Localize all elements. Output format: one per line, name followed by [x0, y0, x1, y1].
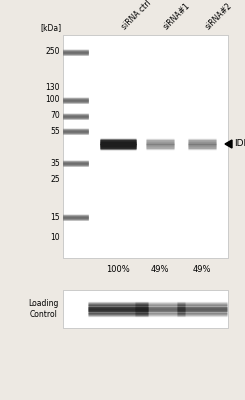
Text: 10: 10 — [50, 232, 60, 242]
Bar — [63, 35, 228, 258]
Text: siRNA#1: siRNA#1 — [162, 1, 192, 31]
Text: 49%: 49% — [193, 266, 211, 274]
Text: 100%: 100% — [106, 266, 130, 274]
Text: 250: 250 — [46, 48, 60, 56]
Text: siRNA ctrl: siRNA ctrl — [120, 0, 153, 31]
Text: 130: 130 — [46, 84, 60, 92]
Text: 25: 25 — [50, 176, 60, 184]
Text: 49%: 49% — [151, 266, 169, 274]
Polygon shape — [225, 140, 232, 148]
Text: siRNA#2: siRNA#2 — [204, 1, 234, 31]
Text: IDH1: IDH1 — [234, 140, 245, 148]
Text: 35: 35 — [50, 158, 60, 168]
Text: Loading
Control: Loading Control — [29, 298, 59, 319]
Text: 70: 70 — [50, 112, 60, 120]
Bar — [63, 290, 228, 328]
Text: 100: 100 — [46, 96, 60, 104]
Text: 15: 15 — [50, 212, 60, 222]
Text: [kDa]: [kDa] — [40, 23, 61, 32]
Text: 55: 55 — [50, 126, 60, 136]
